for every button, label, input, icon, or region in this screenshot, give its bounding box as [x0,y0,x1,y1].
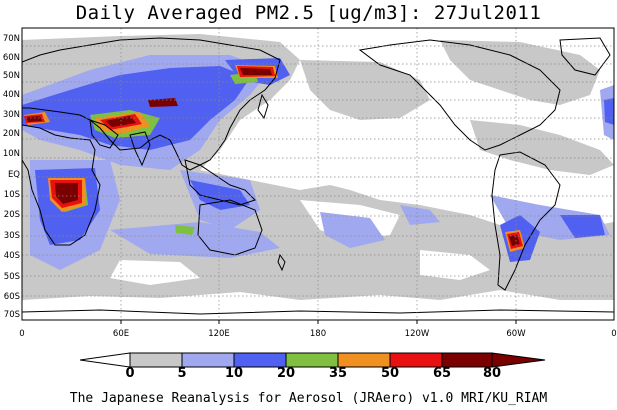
field-darkred-3 [55,183,78,204]
lat-label: EQ [7,170,20,180]
field-clear-2 [420,250,490,280]
colorbar-tick-label: 35 [328,366,348,381]
lon-label: 0 [611,329,617,339]
field-darkred-4 [240,68,272,75]
lat-label: 60S [3,292,20,302]
field-gray-2 [300,60,430,120]
field-gray-4 [470,120,614,175]
coastlines [22,37,614,315]
field-darkblue-7 [604,98,614,125]
colorbar-cell-2 [181,352,235,368]
colorbar-tick-label: 50 [380,366,400,381]
field-green-3 [175,225,195,235]
colorbar-cell-1 [129,352,183,368]
colorbar-tick-label: 10 [224,366,244,381]
lat-label: 20N [2,129,20,139]
graticule [22,28,614,320]
colorbar-cell-3 [233,352,287,368]
field-darkblue-6 [560,215,605,238]
field-darkred-2 [105,116,136,127]
concentration-field [22,28,614,320]
lat-label: 70N [2,34,20,44]
colorbar-cell-0 [79,352,131,368]
colorbar-tick-label: 0 [125,366,135,381]
lat-label: 10S [3,190,20,200]
lat-label: 10N [2,149,20,159]
colorbar-arrow-max [491,352,546,368]
lat-label: 40S [3,251,20,261]
coast-nz [277,253,286,272]
field-gray-3 [440,40,600,105]
footer-credit: The Japanese Reanalysis for Aerosol (JRA… [69,391,548,406]
coast-australia [197,199,263,256]
field-lightblue-5 [320,212,385,248]
colorbar-cell-4 [285,352,339,368]
coast-arabia [89,119,119,149]
coast-greenland [559,37,611,76]
axis-ticks [120,320,517,324]
lat-label: 30S [3,231,20,241]
field-darkblue [22,66,250,150]
lon-label: 180 [309,329,327,339]
map-title: Daily Averaged PM2.5 [ug/m3]: 27Jul2011 [75,2,542,24]
colorbar-cell-5 [337,352,391,368]
lat-label: 50S [3,272,20,282]
lon-label: 120E [208,329,230,339]
field-darkred [26,116,42,122]
coast-namerica [358,39,561,151]
colorbar-tick-label: 5 [177,366,187,381]
colorbar-cell-6 [389,352,443,368]
coast-europe-asia [22,37,281,171]
colorbar-tick-label: 80 [482,366,502,381]
coast-samerica [491,151,561,291]
lat-label: 60N [2,53,20,63]
lon-label: 120W [404,329,430,339]
field-clear-3 [110,260,200,285]
field-darkred-5 [509,235,520,246]
lat-label: 50N [2,71,20,81]
lat-label: 20S [3,210,20,220]
lon-label: 60E [112,329,130,339]
colorbar-tick-label: 65 [432,366,452,381]
colorbar-cell-7 [441,352,493,368]
lat-label: 30N [2,110,20,120]
lon-label: 60W [506,329,526,339]
colorbar-tick-label: 20 [276,366,296,381]
field-lightblue-4 [110,222,280,258]
coast-japan [257,93,269,120]
field-lightblue-7 [400,205,440,225]
lat-label: 70S [3,310,20,320]
lon-label: 0 [19,329,25,339]
coast-antarctica [22,309,614,315]
coast-africa [22,124,101,246]
coast-seasia [184,159,256,206]
colorbar [79,352,546,368]
coast-india [129,131,151,167]
lat-label: 40N [2,90,20,100]
